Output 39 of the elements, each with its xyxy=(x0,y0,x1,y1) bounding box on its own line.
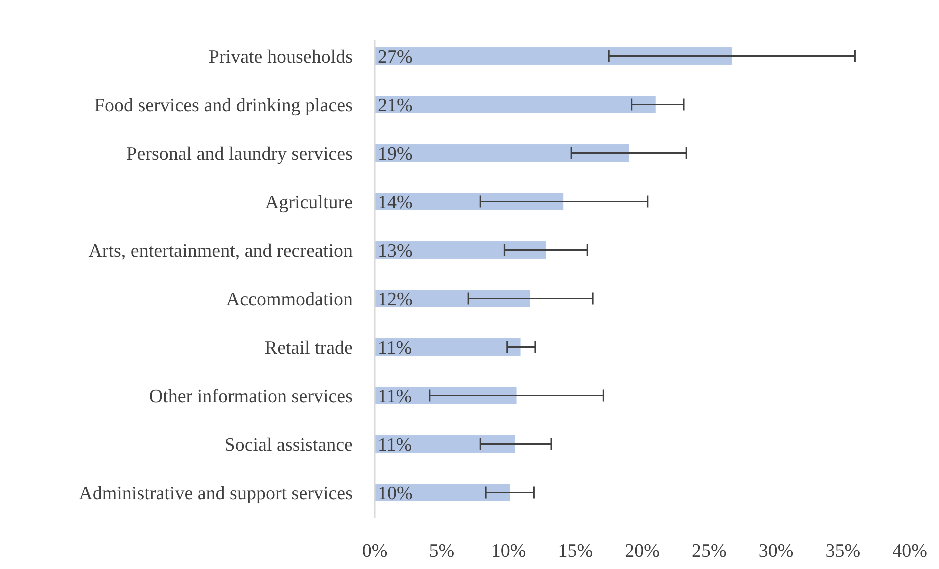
data-label: 27% xyxy=(378,46,413,68)
bar xyxy=(375,242,546,259)
bar xyxy=(375,484,510,502)
x-tick-label: 35% xyxy=(826,541,861,562)
y-tick-label: Social assistance xyxy=(224,434,353,456)
bar xyxy=(375,193,564,210)
x-tick-label: 5% xyxy=(429,541,455,562)
bar xyxy=(375,387,517,404)
y-tick-label: Administrative and support services xyxy=(79,483,353,504)
y-tick-label: Other information services xyxy=(149,386,353,408)
x-tick-label: 40% xyxy=(892,541,928,562)
y-tick-label: Agriculture xyxy=(265,192,353,214)
y-tick-label: Food services and drinking places xyxy=(94,95,353,116)
x-tick-label: 15% xyxy=(558,541,594,562)
x-tick-label: 25% xyxy=(692,541,727,562)
bar xyxy=(375,436,516,453)
data-label: 21% xyxy=(378,95,413,116)
x-tick-label: 0% xyxy=(362,541,388,562)
x-tick-label: 20% xyxy=(625,541,660,562)
x-tick-label: 10% xyxy=(491,541,526,562)
bar xyxy=(375,338,521,356)
data-label: 13% xyxy=(378,240,413,262)
data-label: 12% xyxy=(378,289,413,310)
y-tick-label: Personal and laundry services xyxy=(126,144,353,165)
data-label: 11% xyxy=(378,338,412,359)
y-tick-label: Accommodation xyxy=(226,289,354,310)
data-label: 19% xyxy=(378,144,413,165)
bar xyxy=(375,48,732,65)
bar xyxy=(375,144,630,162)
bar xyxy=(375,290,530,308)
y-tick-label: Retail trade xyxy=(264,338,353,359)
data-label: 11% xyxy=(378,386,412,408)
data-label: 11% xyxy=(378,434,412,456)
data-label: 14% xyxy=(378,192,413,214)
x-tick-label: 30% xyxy=(758,541,794,562)
bar xyxy=(375,96,656,114)
y-tick-label: Private households xyxy=(208,46,353,68)
data-label: 10% xyxy=(378,483,413,504)
y-tick-label: Arts, entertainment, and recreation xyxy=(88,240,354,262)
